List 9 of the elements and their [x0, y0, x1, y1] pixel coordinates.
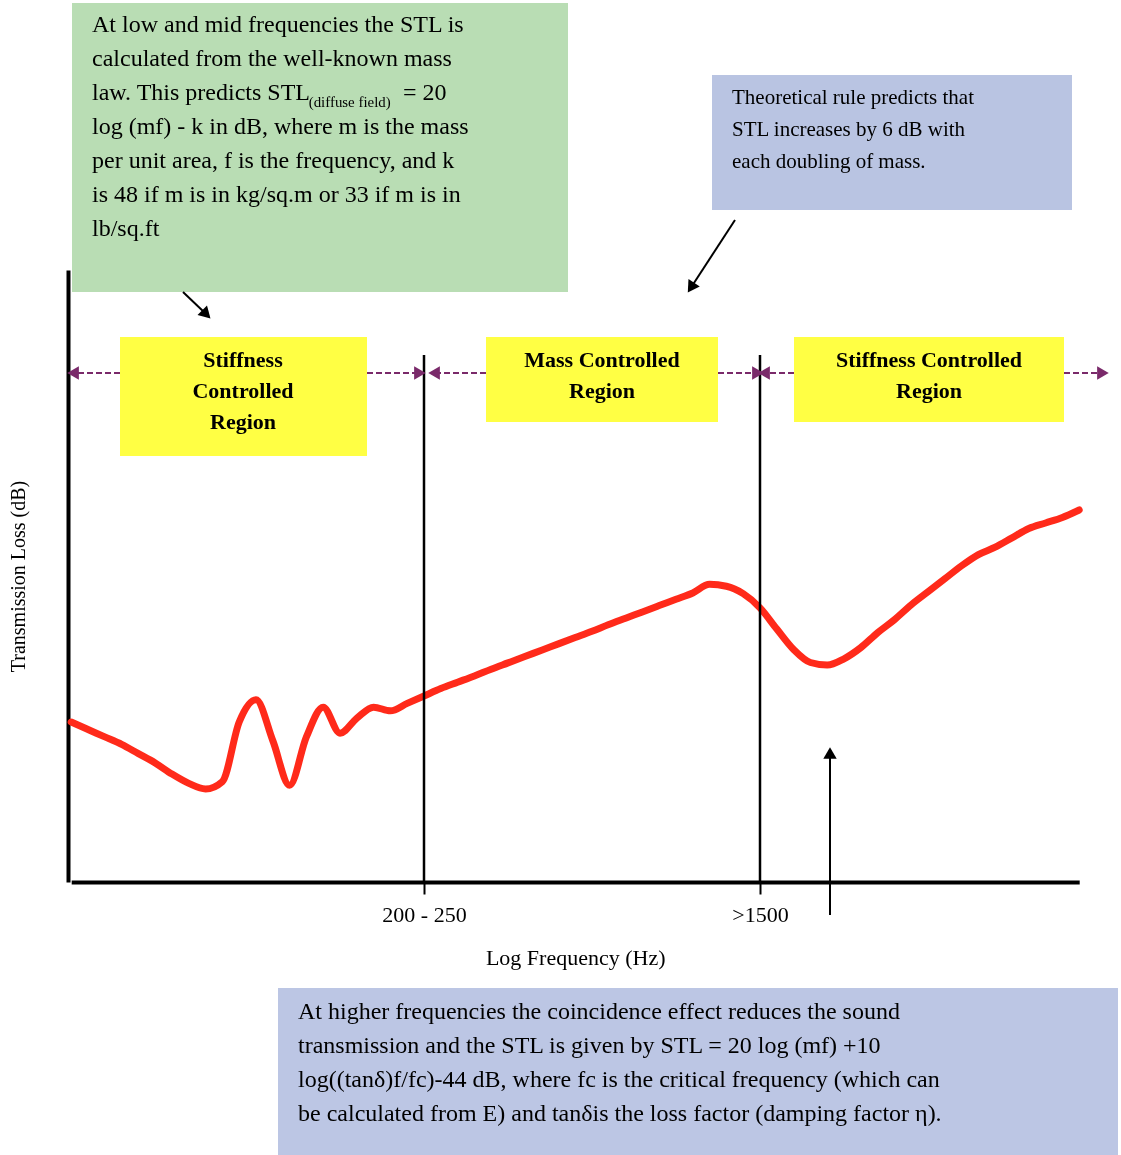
text: Theoretical rule predicts that STL increases by 6 dB with each doubling of mass. — [732, 85, 975, 173]
text: At higher frequencies the coincidence effect reduces the sound transmission and the STL is given by STL = 20 log (mf) +10 log((tanδ)f/fc)-44 dB, where fc is the critical frequency (which can be calculated from E) and tanδis the loss factor (damping factor η). — [298, 998, 942, 1126]
x-tick-label: 200 - 250 — [382, 901, 467, 927]
text: Stiffness Controlled Region — [836, 347, 1022, 403]
text: Mass Controlled Region — [524, 347, 680, 403]
x-axis-title: Log Frequency (Hz) — [485, 944, 666, 970]
text: Stiffness Controlled Region — [192, 347, 294, 434]
y-axis-title: Transmission Loss (dB) — [6, 480, 30, 673]
x-tick-label: >1500 — [732, 901, 789, 927]
